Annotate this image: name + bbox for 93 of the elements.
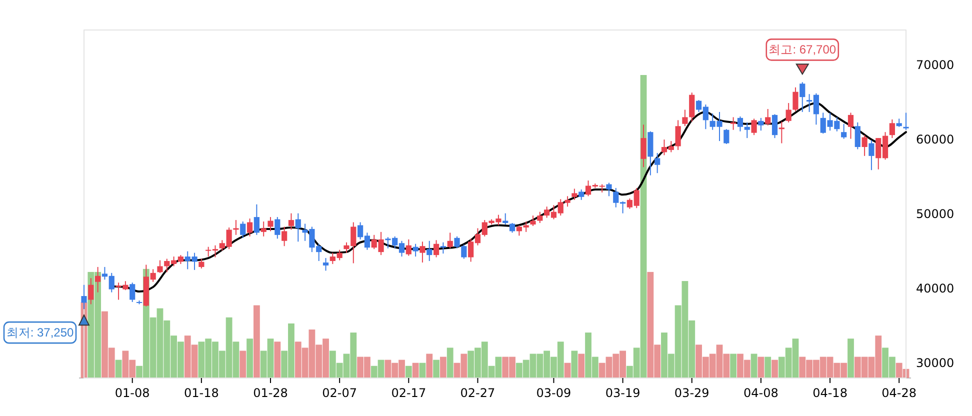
candlestick [841,123,847,140]
y-tick-label: 50000 [916,207,954,222]
candlestick [288,212,294,230]
candlestick [758,117,764,132]
candlestick [572,188,578,200]
candlestick [862,134,868,156]
candlestick [848,112,854,140]
bar [578,354,585,378]
bar [419,362,426,378]
annotation: 최저: 37,250 [6,326,74,340]
candlestick [889,118,895,139]
x-tick-label: 03-29 [674,386,710,400]
x-tick-label: 04-28 [882,386,917,400]
bar [564,362,571,378]
x-tick-label: 01-18 [184,386,219,400]
candlestick [447,232,453,249]
bar [440,356,446,378]
candlestick [737,116,744,132]
x-tick-label: 04-18 [812,386,848,400]
x-tick-label: 02-27 [460,386,496,400]
candlestick [682,109,688,127]
candlestick [730,116,736,130]
candlestick [130,282,136,302]
candlestick [412,243,418,258]
bar [758,356,764,378]
x-tick-label: 04-08 [744,386,778,400]
x-tick-label: 01-08 [114,386,150,400]
candlestick [282,226,288,247]
x-tick-label: 02-17 [391,386,426,400]
candlestick [274,216,280,240]
y-tick-label: 40000 [916,282,954,296]
candlestick [88,278,94,305]
y-tick-label: 30000 [916,356,954,370]
bar [246,338,253,378]
candlestick [786,102,792,123]
y-tick-label: 60000 [916,132,954,147]
candlestick [654,152,660,174]
candlestick [246,218,253,237]
candlestick [254,204,260,236]
candlestick [233,220,239,236]
candlestick [537,211,543,224]
candlestick [426,240,432,262]
bar [433,360,440,378]
candlestick [675,120,681,150]
bar [240,350,246,378]
bar [274,342,281,378]
candlestick [95,266,101,293]
bar [405,366,412,378]
candlestick [157,260,163,274]
bar [764,356,772,378]
x-tick-label: 01-28 [253,386,288,400]
candlestick [903,112,909,130]
candlestick [295,212,301,242]
candlestick [440,242,446,254]
y-tick-label: 70000 [916,58,954,72]
annotation: 최고: 67,700 [768,42,836,57]
candlestick [724,128,730,145]
candlestick [689,92,695,122]
candlestick [322,258,329,272]
candlestick [420,241,426,263]
bar [772,360,778,378]
bar [730,354,737,378]
candlestick [268,216,274,232]
x-tick-label: 03-09 [536,386,572,400]
candlestick [509,222,516,234]
candlestick [800,82,806,112]
candlestick [198,258,204,269]
candlestick [792,86,798,112]
candlestick [765,108,771,126]
candlestick [433,240,440,258]
candlestick [530,215,536,226]
candlestick [744,122,750,139]
bar [115,360,122,378]
bar [750,354,758,378]
bar [412,362,419,378]
x-tick-label: 02-07 [322,386,358,400]
candlestick [772,114,778,139]
candlestick [260,221,266,237]
candlestick [406,238,412,256]
bar [571,350,578,378]
bar [426,354,433,378]
candlestick [640,124,646,168]
candlestick [868,140,874,171]
candlestick [778,121,784,144]
bar [848,338,854,378]
candlestick [751,118,757,136]
candlestick [606,182,612,197]
x-tick-label: 03-19 [605,386,640,400]
candlestick [578,188,584,200]
bar [446,348,454,378]
candlestick [240,221,246,238]
bar [253,305,260,378]
candlestick [854,122,860,150]
